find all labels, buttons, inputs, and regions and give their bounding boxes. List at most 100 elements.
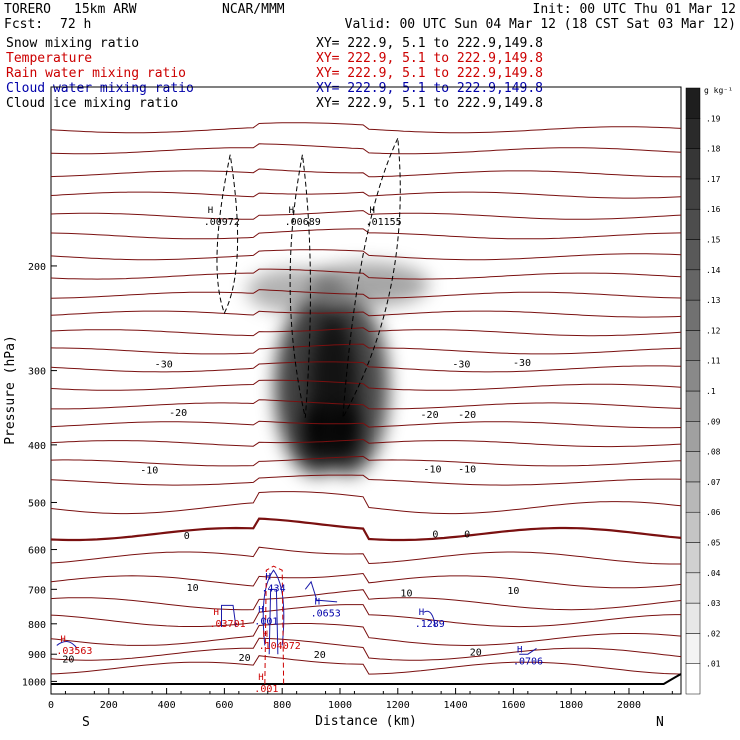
x-tick-label-4: 800 [273, 700, 291, 711]
temperature-contour-17 [50, 455, 682, 467]
y-tick-label-3: 500 [28, 498, 46, 509]
y-tick-label-2: 400 [28, 441, 46, 452]
maximum-value-2: .01155 [366, 217, 402, 228]
legend-cloud-water-xy: XY= 222.9, 5.1 to 222.9,149.8 [316, 81, 543, 96]
y-axis: 200 300 400 500 600 700 800 900 1000 [22, 262, 57, 688]
cloud-water-contour-2 [268, 588, 279, 655]
maximum-value-3: .434 [262, 583, 286, 594]
temperature-label-2: -30 [513, 358, 531, 369]
temperature-contour-6 [50, 249, 682, 261]
maximum-marker-2: H [370, 206, 375, 216]
temperature-contour-4 [50, 210, 682, 220]
temperature-contour-21 [50, 546, 681, 565]
hydrometeor-contours [56, 138, 537, 684]
legend-rain-xy: XY= 222.9, 5.1 to 222.9,149.8 [316, 66, 543, 81]
colorbar-cell-3 [685, 572, 701, 604]
temperature-contour-22 [50, 572, 682, 589]
legend: Snow mixing ratio Temperature Rain water… [6, 36, 543, 111]
maximum-value-10: .03563 [56, 646, 92, 657]
colorbar-label-15: .16 [706, 205, 721, 214]
maximum-marker-8: H [214, 608, 219, 618]
legend-snow-xy: XY= 222.9, 5.1 to 222.9,149.8 [316, 36, 543, 51]
colorbar-cell-8 [685, 421, 701, 452]
temperature-contour-25 [50, 623, 682, 647]
y-axis-label: Pressure (hPa) [3, 335, 18, 445]
y-tick-label-4: 600 [28, 546, 46, 557]
temperature-label-7: -10 [423, 464, 441, 475]
colorbar-cell-11 [685, 330, 701, 361]
temperature-contour-23 [50, 589, 682, 611]
temperature-label-17: 20 [314, 650, 326, 661]
cloud-water-contour-0 [221, 604, 237, 628]
temperature-label-16: 20 [239, 653, 251, 664]
maximum-marker-7: H [517, 646, 522, 656]
maximum-value-11: .001 [254, 684, 278, 695]
ice-contour-2 [342, 138, 401, 418]
maximum-marker-3: H [266, 572, 271, 582]
legend-temperature-xy: XY= 222.9, 5.1 to 222.9,149.8 [316, 51, 543, 66]
cloud-water-contour-1 [262, 569, 285, 646]
x-tick-label-6: 1200 [386, 700, 410, 711]
temperature-contour-11 [50, 343, 682, 355]
colorbar-label-14: .15 [706, 236, 721, 245]
temperature-label-1: -30 [452, 360, 470, 371]
snow-plume-2 [302, 403, 331, 460]
colorbar-cell-12 [685, 299, 701, 331]
cloud-water-contour-5 [519, 647, 537, 655]
colorbar-label-4: .05 [706, 539, 721, 548]
colorbar-label-16: .17 [706, 175, 721, 184]
colorbar-unit: g kg⁻¹ [704, 86, 733, 95]
maxima-labels: H.00972H.00689H.01155H.434H.0653H.001H.1… [56, 206, 543, 695]
maximum-marker-6: H [419, 608, 424, 618]
colorbar-cell-6 [685, 481, 701, 513]
y-tick-label-7: 900 [28, 650, 46, 661]
cloud-water-contour-6 [56, 641, 78, 649]
temperature-contour-1 [50, 143, 682, 155]
maximum-marker-4: H [315, 597, 320, 607]
colorbar-cell-18 [685, 118, 701, 149]
x-tick-label-2: 400 [158, 700, 176, 711]
colorbar-label-10: .11 [706, 357, 721, 366]
colorbar-cell-10 [685, 360, 701, 392]
maximum-value-6: .1289 [415, 619, 445, 630]
colorbar-cell-0 [685, 663, 701, 695]
colorbar-cell-5 [685, 511, 701, 543]
grid-resolution: 15km ARW [74, 2, 137, 17]
temperature-label-9: 0 [184, 531, 190, 542]
ice-contour-0 [216, 154, 239, 315]
x-tick-label-10: 2000 [617, 700, 641, 711]
maximum-marker-10: H [60, 635, 65, 645]
colorbar-label-2: .03 [706, 599, 721, 608]
center-name: NCAR/MMM [222, 2, 285, 17]
colorbar-label-1: .02 [706, 629, 721, 638]
maximum-marker-1: H [289, 206, 294, 216]
snow-shading [246, 262, 429, 476]
maximum-value-8: .03701 [210, 619, 246, 630]
y-tick-label-5: 700 [28, 585, 46, 596]
forecast-hours: 72 h [60, 17, 91, 32]
maximum-value-4: .0653 [311, 608, 341, 619]
colorbar-cell-7 [685, 451, 701, 483]
colorbar-label-12: .13 [706, 296, 721, 305]
legend-rain-label: Rain water mixing ratio [6, 66, 186, 81]
temperature-contour-14 [51, 399, 682, 410]
maximum-value-9: .104072 [259, 641, 301, 652]
temperature-label-0: -30 [155, 360, 173, 371]
forecast-label: Fcst: [4, 17, 43, 32]
legend-snow-label: Snow mixing ratio [6, 36, 139, 51]
temperature-contour-12 [50, 361, 682, 373]
colorbar-cell-17 [685, 148, 701, 180]
colorbar-label-6: .07 [706, 478, 721, 487]
temperature-contour-26 [50, 637, 682, 661]
maximum-value-5: .001 [254, 617, 278, 628]
temperature-contour-27 [50, 655, 682, 675]
maximum-marker-9: H [263, 630, 268, 640]
temperature-contour-24 [50, 604, 681, 628]
colorbar-label-3: .04 [706, 569, 721, 578]
temperature-labels: -30 -30 -30 -20 -20 -20 -10 -10 -10 0 0 0 10 10 10 20 20… [62, 358, 531, 666]
temperature-contour-16 [50, 438, 682, 448]
colorbar-cell-15 [685, 208, 701, 240]
x-tick-label-3: 600 [215, 700, 233, 711]
x-tick-label-1: 200 [100, 700, 118, 711]
